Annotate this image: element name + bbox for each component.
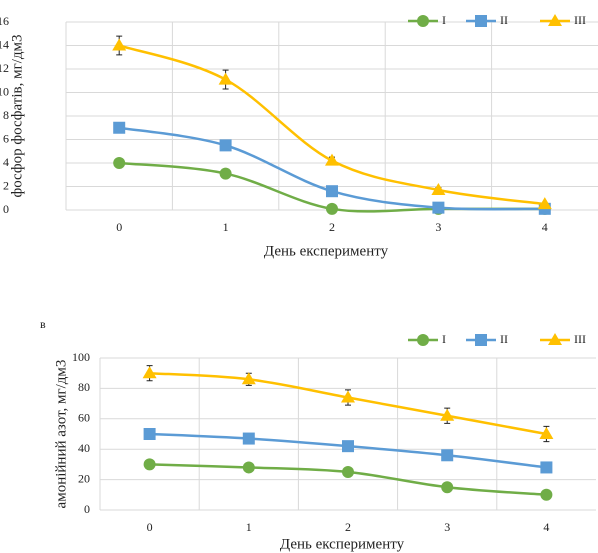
y-tick-label: 0: [3, 202, 9, 216]
marker: [540, 488, 553, 501]
legend-label: II: [500, 332, 508, 346]
y-tick-label: 100: [72, 350, 90, 364]
marker: [431, 183, 446, 196]
marker: [539, 427, 554, 439]
y-tick-label: 8: [3, 108, 9, 122]
y-tick-label: 2: [3, 178, 9, 192]
x-tick-label: 0: [116, 220, 122, 234]
marker: [342, 466, 354, 478]
y-tick-label: 6: [3, 131, 9, 145]
legend-label: II: [500, 13, 508, 27]
marker: [342, 440, 354, 453]
marker: [142, 366, 157, 379]
y-axis-title: фосфор фосфатів, мг/дм3: [9, 34, 25, 197]
x-tick-label: 4: [542, 220, 548, 234]
y-tick-label: 16: [0, 14, 9, 28]
marker: [441, 481, 454, 494]
marker: [241, 372, 256, 385]
marker: [417, 15, 429, 27]
x-tick-label: 2: [345, 520, 351, 534]
y-tick-label: 60: [78, 411, 90, 425]
marker: [242, 461, 255, 474]
marker: [326, 202, 338, 215]
y-tick-label: 12: [0, 61, 9, 75]
marker: [537, 197, 552, 210]
marker: [417, 334, 429, 346]
marker: [441, 449, 454, 462]
marker: [475, 15, 487, 27]
y-axis-title: амонійний азот, мг/дм3: [53, 360, 69, 509]
marker: [143, 458, 156, 471]
y-tick-label: 4: [3, 155, 9, 169]
x-tick-label: 4: [543, 520, 549, 534]
marker: [548, 14, 562, 26]
marker: [540, 461, 553, 474]
panel-label: в: [40, 317, 46, 331]
legend-label: I: [442, 13, 446, 27]
y-tick-label: 14: [0, 37, 9, 51]
x-tick-label: 0: [147, 520, 153, 534]
x-axis-title: День експерименту: [280, 536, 405, 552]
x-tick-label: 2: [329, 220, 335, 234]
x-tick-label: 3: [435, 220, 441, 234]
marker: [341, 390, 355, 403]
x-tick-label: 1: [246, 520, 252, 534]
x-tick-label: 3: [444, 520, 450, 534]
marker: [326, 185, 338, 198]
y-tick-label: 80: [78, 380, 90, 394]
marker: [218, 72, 233, 85]
marker: [143, 428, 156, 440]
legend-label: III: [574, 13, 586, 27]
y-tick-label: 10: [0, 84, 9, 98]
marker: [440, 408, 455, 421]
marker: [113, 121, 126, 134]
legend-label: III: [574, 332, 586, 346]
marker: [325, 153, 339, 166]
x-tick-label: 1: [223, 220, 229, 234]
x-axis-title: День експерименту: [264, 243, 389, 259]
marker: [112, 38, 127, 51]
y-tick-label: 20: [78, 471, 90, 485]
marker: [432, 201, 445, 214]
y-tick-label: 0: [84, 502, 90, 516]
marker: [548, 333, 562, 345]
marker: [242, 432, 255, 445]
marker: [475, 334, 487, 346]
marker: [219, 139, 232, 152]
y-tick-label: 40: [78, 441, 90, 455]
legend-label: I: [442, 332, 446, 346]
marker: [113, 157, 126, 169]
marker: [219, 167, 232, 180]
